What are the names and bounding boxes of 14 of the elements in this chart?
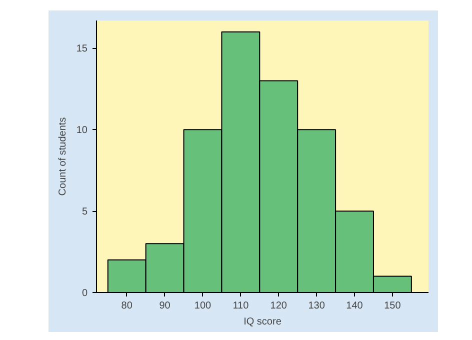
x-axis-title: IQ score	[244, 316, 282, 328]
x-tick-label: 120	[270, 300, 288, 312]
y-axis-title: Count of students	[57, 117, 68, 196]
x-tick-label: 150	[384, 300, 402, 312]
y-tick-label: 5	[82, 206, 88, 218]
x-tick-label: 80	[121, 300, 133, 312]
x-tick-label: 140	[346, 300, 364, 312]
x-tick-label: 100	[194, 300, 212, 312]
y-tick-label: 15	[76, 44, 88, 55]
y-tick-label: 10	[76, 125, 88, 136]
x-tick-label: 110	[232, 300, 250, 312]
x-tick-label: 90	[159, 300, 171, 312]
x-tick-label: 130	[308, 300, 326, 312]
y-tick-label: 0	[82, 288, 88, 299]
